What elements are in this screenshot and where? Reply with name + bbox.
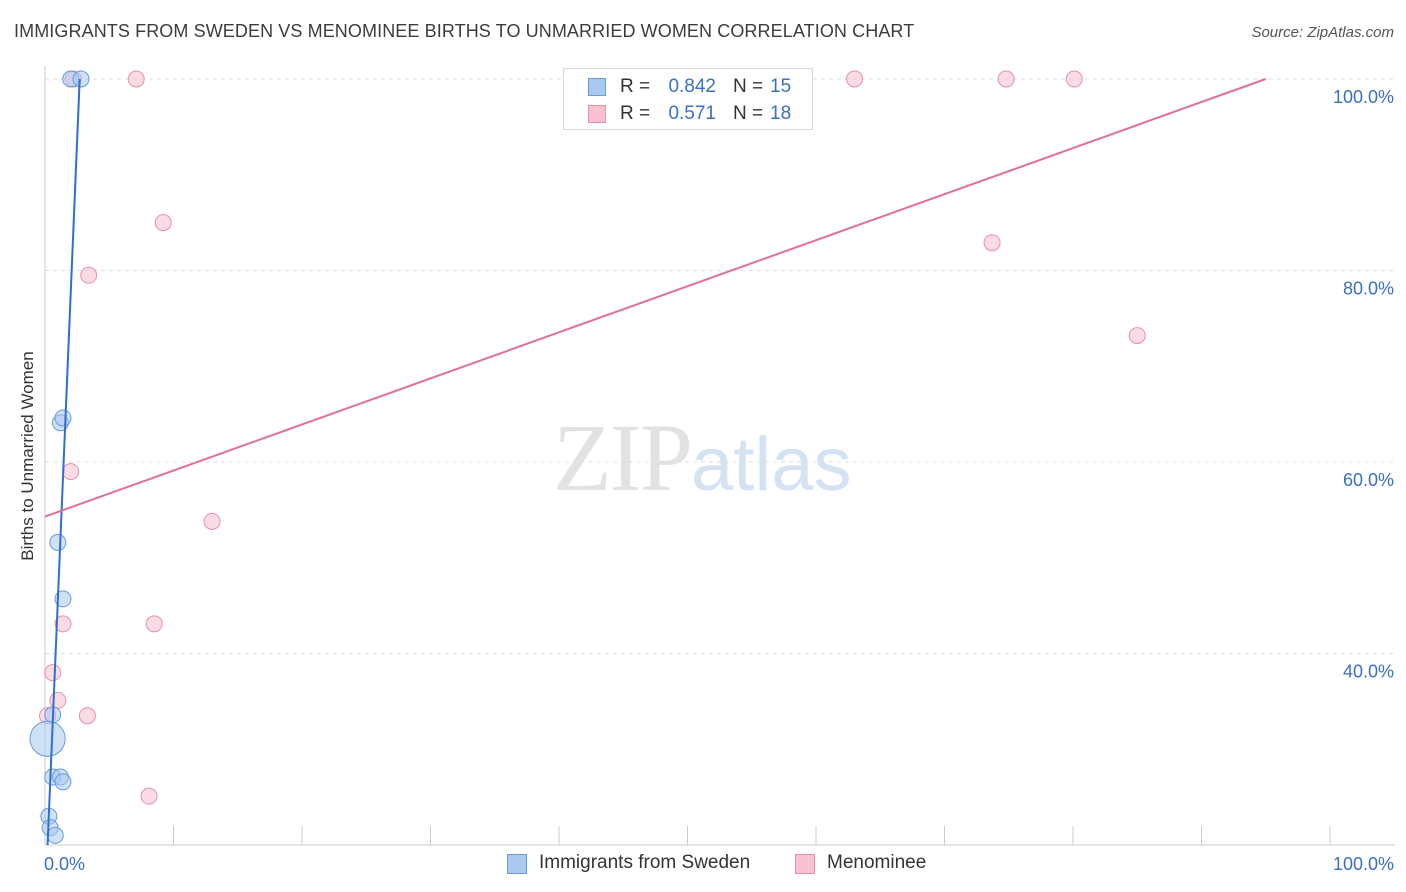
menominee-trend-line [44, 78, 1267, 518]
legend-r-label: R = [620, 76, 651, 97]
menominee-point [44, 664, 62, 682]
y-tick-label: 40.0% [1343, 662, 1394, 682]
menominee-point [203, 512, 221, 530]
legend-label-sweden: Immigrants from Sweden [539, 852, 751, 873]
sweden-point [46, 826, 64, 844]
watermark: ZIPatlas [553, 404, 852, 511]
menominee-point [78, 707, 96, 725]
menominee-point [846, 70, 864, 88]
y-tick-label: 80.0% [1343, 279, 1394, 299]
x-tick-label: 0.0% [44, 854, 85, 874]
y-tick-label: 60.0% [1343, 470, 1394, 490]
source-note: Source: ZipAtlas.com [1251, 24, 1394, 41]
legend-swatch-sweden [507, 854, 527, 874]
legend-swatch-sweden [588, 78, 606, 96]
legend-n-value: 18 [770, 103, 792, 124]
menominee-point [62, 463, 80, 481]
menominee-point [80, 266, 98, 284]
legend-n-label: N = [733, 76, 764, 97]
legend-n-value: 15 [770, 76, 792, 97]
legend-swatch-menominee [795, 854, 815, 874]
x-tick-label: 100.0% [1333, 854, 1394, 874]
sweden-trend-line [46, 78, 81, 846]
menominee-point [1128, 327, 1146, 345]
legend-r-label: R = [620, 103, 651, 124]
sweden-point [49, 533, 67, 551]
menominee-point [54, 615, 72, 633]
y-tick-label: 100.0% [1333, 87, 1394, 107]
menominee-point [140, 787, 158, 805]
menominee-point [983, 234, 1001, 252]
legend-label-menominee: Menominee [827, 852, 927, 873]
sweden-point [54, 773, 72, 791]
menominee-point [145, 615, 163, 633]
menominee-point [154, 214, 172, 232]
menominee-point [127, 70, 145, 88]
menominee-point [49, 691, 67, 709]
y-axis-label: Births to Unmarried Women [18, 351, 37, 561]
sweden-point [72, 70, 90, 88]
chart-title: IMMIGRANTS FROM SWEDEN VS MENOMINEE BIRT… [14, 21, 915, 41]
menominee-point [997, 70, 1015, 88]
sweden-point [54, 409, 72, 427]
legend-swatch-menominee [588, 105, 606, 123]
sweden-point [29, 720, 66, 757]
menominee-point [1065, 70, 1083, 88]
legend-r-value: 0.571 [668, 103, 716, 124]
legend-r-value: 0.842 [668, 76, 716, 97]
legend-n-label: N = [733, 103, 764, 124]
correlation-legend: R = 0.842 N = 15 R = 0.571 N = 18 [563, 68, 813, 130]
